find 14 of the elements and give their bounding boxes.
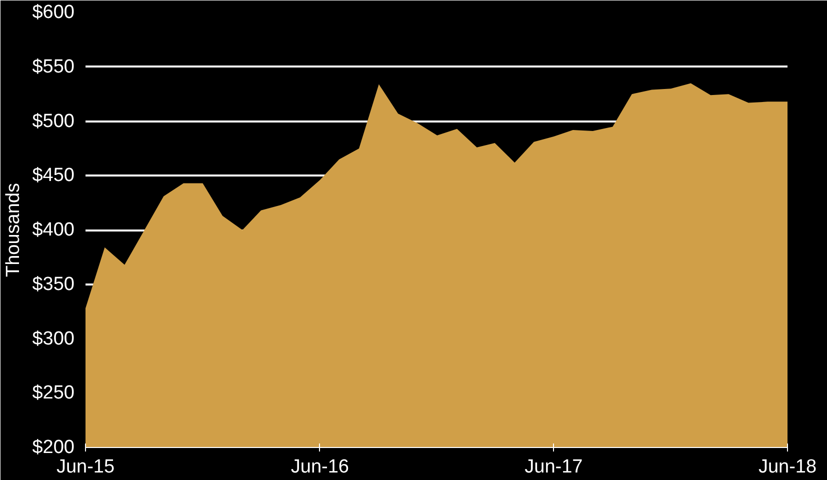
- y-tick-label: $300: [32, 328, 75, 350]
- y-tick-label: $450: [32, 165, 75, 186]
- y-tick-label: $400: [32, 220, 75, 240]
- y-tick-label: $500: [32, 110, 75, 132]
- y-axis-title: Thousands: [3, 182, 24, 278]
- y-tick-label: $350: [32, 274, 75, 295]
- y-tick-label: $200: [32, 437, 75, 458]
- x-tick-label: Jun-16: [290, 456, 349, 478]
- y-tick-label: $600: [32, 2, 75, 23]
- x-tick-label: Jun-15: [56, 456, 115, 478]
- y-tick-label: $550: [32, 56, 75, 78]
- x-tick-label: Jun-17: [524, 456, 583, 478]
- x-tick-label: Jun-18: [758, 456, 817, 478]
- y-tick-label: $250: [32, 382, 75, 404]
